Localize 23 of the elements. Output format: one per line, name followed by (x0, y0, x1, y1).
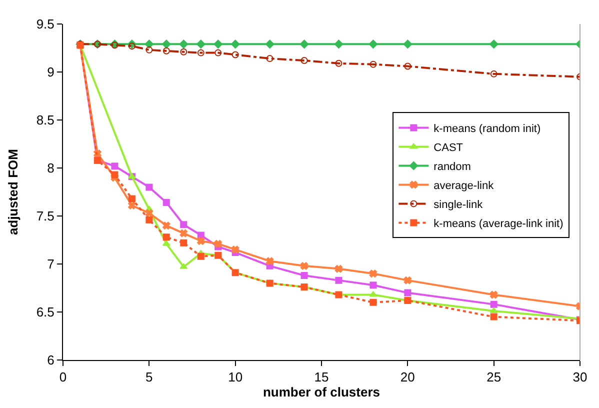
x-tick-label: 25 (486, 370, 502, 385)
y-tick-label: 6 (47, 352, 54, 368)
legend-label: k-means (random init) (434, 122, 541, 135)
y-tick-label: 7.5 (36, 208, 54, 224)
y-tick-label: 8 (47, 160, 54, 176)
x-axis-title: number of clusters (262, 384, 380, 400)
x-tick-label: 0 (59, 370, 67, 385)
legend-label: single-link (434, 198, 484, 211)
legend-label: k-means (average-link init) (434, 218, 564, 230)
y-tick-label: 9 (47, 64, 54, 80)
x-tick-label: 20 (400, 370, 415, 385)
x-tick-label: 15 (314, 370, 329, 385)
y-tick-label: 7 (47, 256, 54, 272)
y-axis-title: adjusted FOM (5, 149, 20, 235)
legend-label: random (434, 160, 471, 173)
x-tick-label: 10 (228, 370, 243, 385)
y-tick-label: 6.5 (36, 304, 54, 320)
y-tick-label: 9.5 (36, 16, 54, 32)
legend-label: CAST (434, 142, 464, 154)
legend-label: average-link (434, 180, 494, 192)
x-tick-label: 5 (146, 370, 153, 385)
y-tick-label: 8.5 (36, 112, 54, 128)
x-tick-label: 30 (572, 370, 588, 385)
